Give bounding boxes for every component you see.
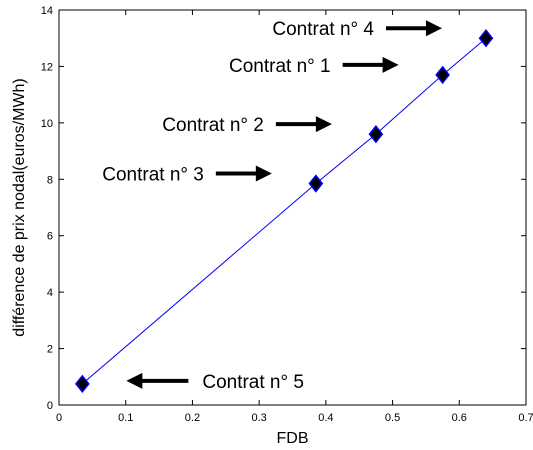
data-point xyxy=(368,124,384,144)
annotation-arrowhead xyxy=(315,116,332,133)
annotation-arrowhead xyxy=(126,372,143,389)
x-tick-label: 0.3 xyxy=(251,412,266,424)
y-tick-label: 12 xyxy=(41,61,53,73)
data-point xyxy=(308,174,324,193)
x-axis-label: FDB xyxy=(277,430,309,447)
y-tick-label: 14 xyxy=(41,5,53,17)
y-axis-label: différence de prix nodal(euros/MWh) xyxy=(11,78,28,337)
y-tick-label: 0 xyxy=(47,400,53,412)
annotation-label: Contrat n° 5 xyxy=(202,372,304,393)
y-tick-label: 6 xyxy=(47,231,53,243)
y-tick-label: 2 xyxy=(47,344,53,356)
y-tick-label: 10 xyxy=(41,118,53,130)
y-tick-label: 8 xyxy=(47,174,53,186)
plot-frame xyxy=(58,9,527,406)
annotation-label: Contrat n° 1 xyxy=(229,56,331,77)
annotation-label: Contrat n° 2 xyxy=(162,115,264,136)
annotation-arrowhead xyxy=(255,165,272,182)
x-tick-label: 0.4 xyxy=(318,412,333,424)
data-point xyxy=(478,29,494,48)
annotation-arrowhead xyxy=(425,20,442,37)
x-tick-label: 0 xyxy=(56,412,62,424)
x-tick-label: 0.6 xyxy=(452,412,467,424)
x-tick-label: 0.7 xyxy=(518,412,533,424)
x-tick-label: 0.2 xyxy=(185,412,200,424)
data-point xyxy=(435,65,450,85)
data-point xyxy=(74,374,90,394)
series-line xyxy=(82,37,487,385)
annotation-label: Contrat n° 4 xyxy=(272,19,374,40)
x-tick-label: 0.1 xyxy=(118,412,133,424)
x-tick-label: 0.5 xyxy=(385,412,400,424)
annotation-label: Contrat n° 3 xyxy=(102,165,204,186)
annotation-arrowhead xyxy=(382,56,399,73)
y-tick-label: 4 xyxy=(47,287,53,299)
